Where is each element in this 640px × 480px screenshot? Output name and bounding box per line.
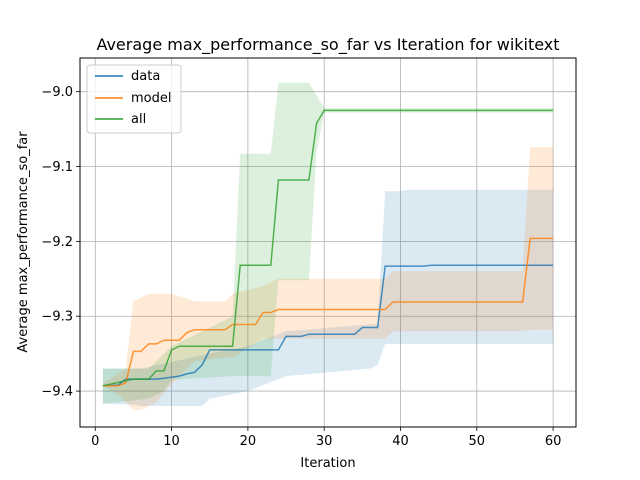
y-tick-label: −9.3 [41, 310, 73, 325]
y-axis-label: Average max_performance_so_far [16, 131, 31, 353]
x-axis-label: Iteration [300, 456, 355, 471]
chart-title: Average max_performance_so_far vs Iterat… [96, 35, 559, 55]
y-tick-label: −9.2 [41, 235, 73, 250]
y-tick-label: −9.1 [41, 160, 73, 175]
band-all [102, 82, 554, 404]
y-tick-label: −9.0 [41, 85, 73, 100]
x-tick-label: 30 [316, 434, 333, 449]
axis-ticks: 0 10 20 30 40 50 60 −9.4 −9.3 −9.2 −9.1 −9.0 [41, 85, 561, 449]
x-tick-label: 60 [545, 434, 562, 449]
legend: data model all [86, 64, 182, 134]
x-tick-label: 0 [91, 434, 99, 449]
confidence-bands [102, 82, 554, 410]
legend-box [86, 64, 182, 134]
y-tick-label: −9.4 [41, 385, 73, 400]
series-line-data [102, 264, 554, 387]
series-lines [102, 109, 554, 387]
band-data [102, 189, 554, 406]
legend-label-model: model [131, 91, 171, 106]
grid-layer [80, 58, 576, 427]
legend-label-all: all [131, 112, 146, 127]
x-tick-label: 10 [163, 434, 180, 449]
plot-frame [79, 57, 577, 428]
x-tick-label: 20 [240, 434, 257, 449]
x-tick-label: 40 [392, 434, 409, 449]
legend-label-data: data [131, 69, 160, 84]
x-tick-label: 50 [469, 434, 486, 449]
series-line-all [102, 109, 554, 387]
series-line-model [102, 237, 554, 387]
band-model [102, 147, 554, 410]
